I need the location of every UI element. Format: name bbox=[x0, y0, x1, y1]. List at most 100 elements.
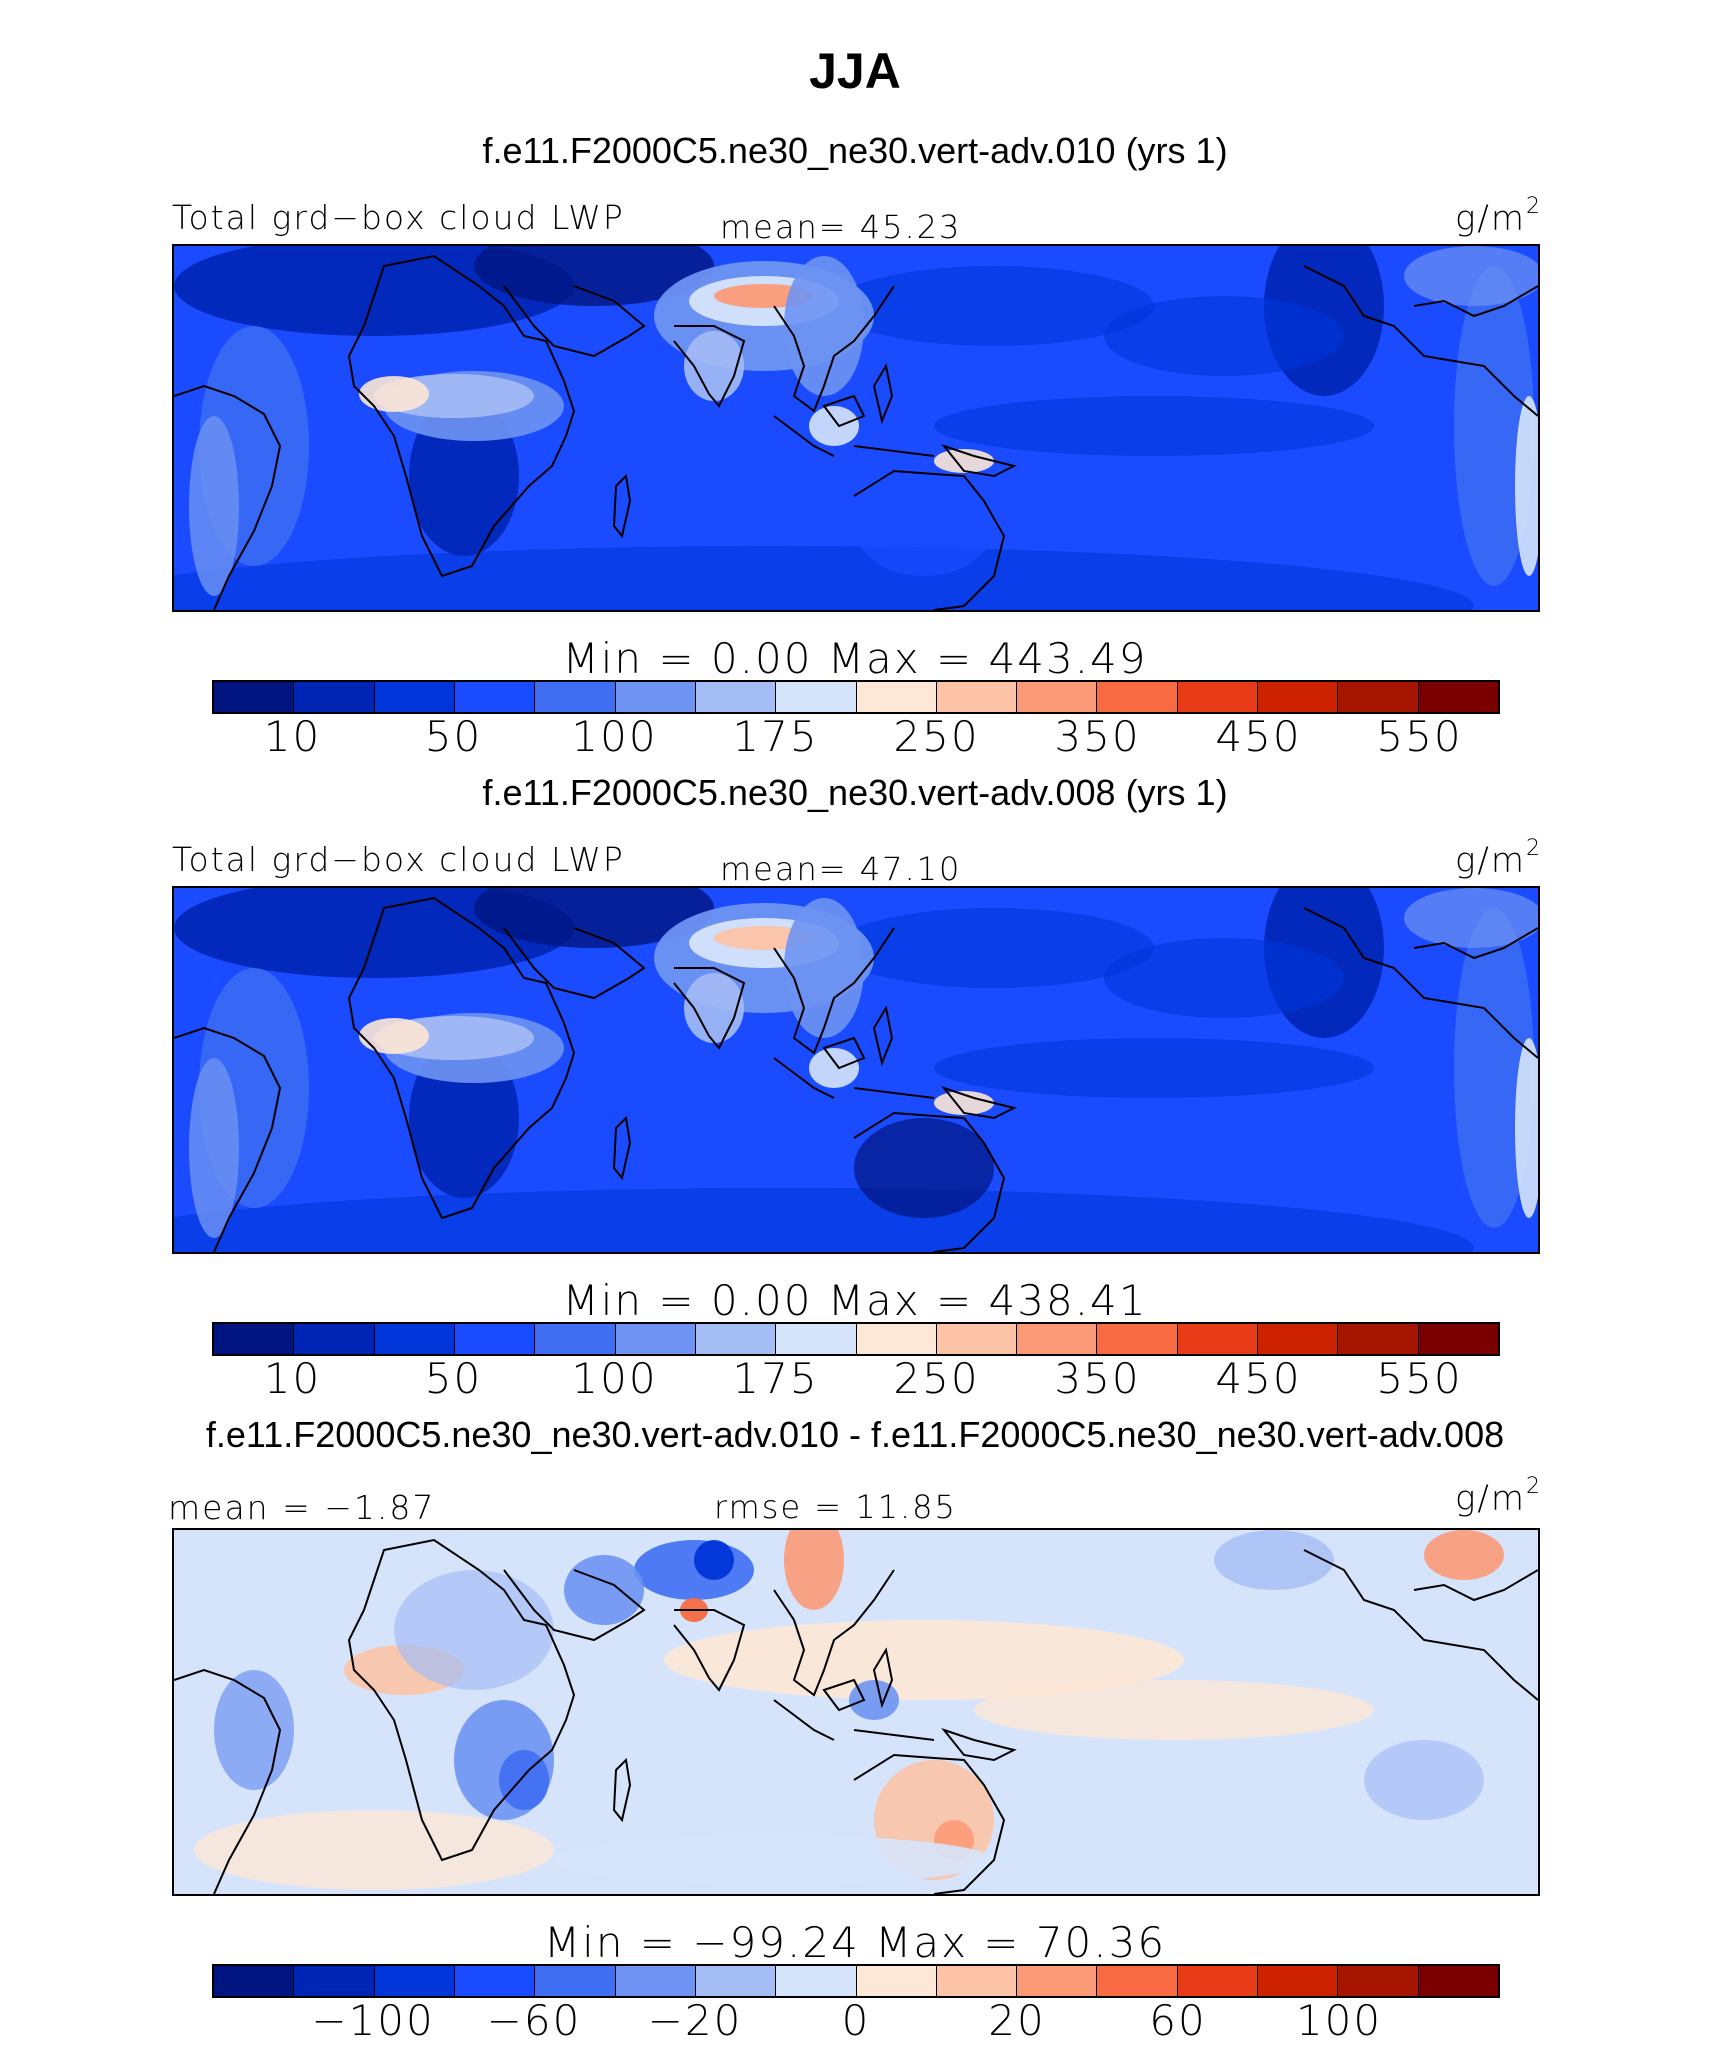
panel-2-colorbar-box-5 bbox=[615, 1324, 696, 1354]
panel-1-mean-label: mean= 45.23 bbox=[720, 208, 962, 246]
panel-2-tick-label: 50 bbox=[424, 1354, 483, 1403]
panel-1-colorbar-box-7 bbox=[776, 682, 857, 712]
panel-1-colorbar-box-8 bbox=[856, 682, 937, 712]
lwp-patch bbox=[809, 406, 859, 446]
panel-2-colorbar-box-11 bbox=[1097, 1324, 1178, 1354]
panel-1-colorbar-box-13 bbox=[1258, 682, 1339, 712]
panel-2-tick-label: 550 bbox=[1376, 1354, 1463, 1403]
coastline bbox=[853, 1753, 1006, 1894]
coastline bbox=[822, 1036, 866, 1070]
panel-3-colorbar-box-2 bbox=[374, 1966, 455, 1996]
panel-3-map bbox=[172, 1528, 1540, 1896]
lwp-patch bbox=[189, 416, 239, 596]
panel-1-colorbar-box-6 bbox=[695, 682, 777, 712]
coastline bbox=[1413, 1569, 1538, 1602]
panel-2-variable-label: Total grd−box cloud LWP bbox=[172, 840, 625, 879]
panel-1-colorbar-box-9 bbox=[936, 682, 1018, 712]
coastline bbox=[1303, 907, 1538, 1059]
lwp-patch bbox=[1515, 1038, 1538, 1218]
lwp-patch bbox=[1515, 396, 1538, 576]
coastline bbox=[612, 1757, 632, 1823]
lwp-patch bbox=[474, 246, 714, 306]
panel-2-colorbar bbox=[212, 1322, 1500, 1356]
coastline bbox=[941, 443, 1017, 478]
panel-2-tick-label: 450 bbox=[1215, 1354, 1302, 1403]
lwp-patch bbox=[934, 449, 994, 473]
panel-2-mean-label: mean= 47.10 bbox=[720, 850, 962, 888]
panel-2-colorbar-box-12 bbox=[1177, 1324, 1259, 1354]
panel-2-colorbar-box-4 bbox=[535, 1324, 616, 1354]
coastline bbox=[174, 384, 282, 610]
lwp-patch bbox=[359, 1018, 429, 1054]
diff-patch bbox=[194, 1810, 554, 1890]
coastline bbox=[1303, 265, 1538, 417]
coastline bbox=[673, 325, 746, 408]
diff-patch bbox=[554, 1835, 994, 1885]
coastline bbox=[503, 927, 646, 1000]
lwp-patch bbox=[1104, 296, 1344, 376]
panel-2-colorbar-box-15 bbox=[1418, 1324, 1498, 1354]
panel-3-tick-label: −100 bbox=[311, 1996, 435, 2045]
panel-1-tick-label: 550 bbox=[1376, 712, 1463, 761]
panel-1-tick-label: 350 bbox=[1054, 712, 1141, 761]
coastline bbox=[872, 1005, 894, 1067]
panel-3-colorbar-box-14 bbox=[1338, 1966, 1419, 1996]
panel-2-map-field bbox=[174, 888, 1538, 1252]
coastline bbox=[612, 1115, 632, 1181]
lwp-patch bbox=[834, 908, 1154, 988]
coastline bbox=[773, 1569, 895, 1697]
panel-1-colorbar-box-0 bbox=[214, 682, 295, 712]
panel-1-map bbox=[172, 244, 1540, 612]
coastline bbox=[347, 1538, 576, 1862]
panel-3-tick-label: −20 bbox=[647, 1996, 743, 2045]
diff-patch bbox=[974, 1680, 1374, 1740]
panel-2-colorbar-box-7 bbox=[776, 1324, 857, 1354]
coastline bbox=[673, 967, 746, 1050]
panel-2-colorbar-box-10 bbox=[1017, 1324, 1098, 1354]
diff-patch bbox=[1424, 1530, 1504, 1580]
panel-1-colorbar-box-10 bbox=[1017, 682, 1098, 712]
panel-3-tick-label: 60 bbox=[1149, 1996, 1207, 2045]
panel-1-min-max: Min = 0.00 Max = 443.49 bbox=[562, 634, 1148, 683]
panel-1-run-title: f.e11.F2000C5.ne30_ne30.vert-adv.010 (yr… bbox=[482, 130, 1228, 171]
coastline bbox=[612, 473, 632, 539]
panel-3-tick-label: −60 bbox=[486, 1996, 582, 2045]
lwp-patch bbox=[189, 1058, 239, 1238]
panel-3-colorbar-box-3 bbox=[454, 1966, 536, 1996]
coastline bbox=[673, 1609, 746, 1692]
panel-3-colorbar-ticks: −100 −60 −20 0 20 60 100 bbox=[212, 1996, 1500, 2045]
coastline bbox=[503, 285, 646, 358]
panel-2-min-max: Min = 0.00 Max = 438.41 bbox=[562, 1276, 1148, 1325]
coastline bbox=[773, 927, 895, 1055]
panel-1-colorbar-box-12 bbox=[1177, 682, 1259, 712]
panel-1-tick-label: 450 bbox=[1215, 712, 1302, 761]
panel-1-colorbar-box-11 bbox=[1097, 682, 1178, 712]
coastline bbox=[174, 1026, 282, 1252]
lwp-patch bbox=[809, 1048, 859, 1088]
panel-3-colorbar-box-4 bbox=[535, 1966, 616, 1996]
panel-3-colorbar-box-11 bbox=[1097, 1966, 1178, 1996]
panel-2-colorbar-box-14 bbox=[1338, 1324, 1419, 1354]
lwp-patch bbox=[174, 888, 574, 978]
panel-2-colorbar-box-0 bbox=[214, 1324, 295, 1354]
panel-2-colorbar-ticks: 10 50 100 175 250 350 450 550 bbox=[212, 1354, 1500, 1403]
panel-1-colorbar-box-4 bbox=[535, 682, 616, 712]
panel-3-tick-label: 20 bbox=[988, 1996, 1046, 2045]
panel-2-colorbar-box-13 bbox=[1258, 1324, 1339, 1354]
panel-1-variable-label: Total grd−box cloud LWP bbox=[172, 198, 625, 237]
lwp-patch bbox=[359, 376, 429, 412]
lwp-patch bbox=[934, 396, 1374, 456]
panel-1-tick-label: 100 bbox=[571, 712, 658, 761]
lwp-patch bbox=[1104, 938, 1344, 1018]
lwp-patch bbox=[1454, 908, 1534, 1228]
coastline bbox=[773, 415, 835, 457]
lwp-patch bbox=[684, 331, 744, 401]
panel-1-colorbar-box-1 bbox=[294, 682, 375, 712]
panel-1-map-field bbox=[174, 246, 1538, 610]
panel-1-colorbar bbox=[212, 680, 1500, 714]
panel-2-tick-label: 100 bbox=[571, 1354, 658, 1403]
panel-3-colorbar-box-0 bbox=[214, 1966, 295, 1996]
panel-1-tick-label: 250 bbox=[893, 712, 980, 761]
panel-2-run-title: f.e11.F2000C5.ne30_ne30.vert-adv.008 (yr… bbox=[482, 772, 1228, 813]
panel-3-tick-label: 0 bbox=[841, 1996, 871, 2045]
